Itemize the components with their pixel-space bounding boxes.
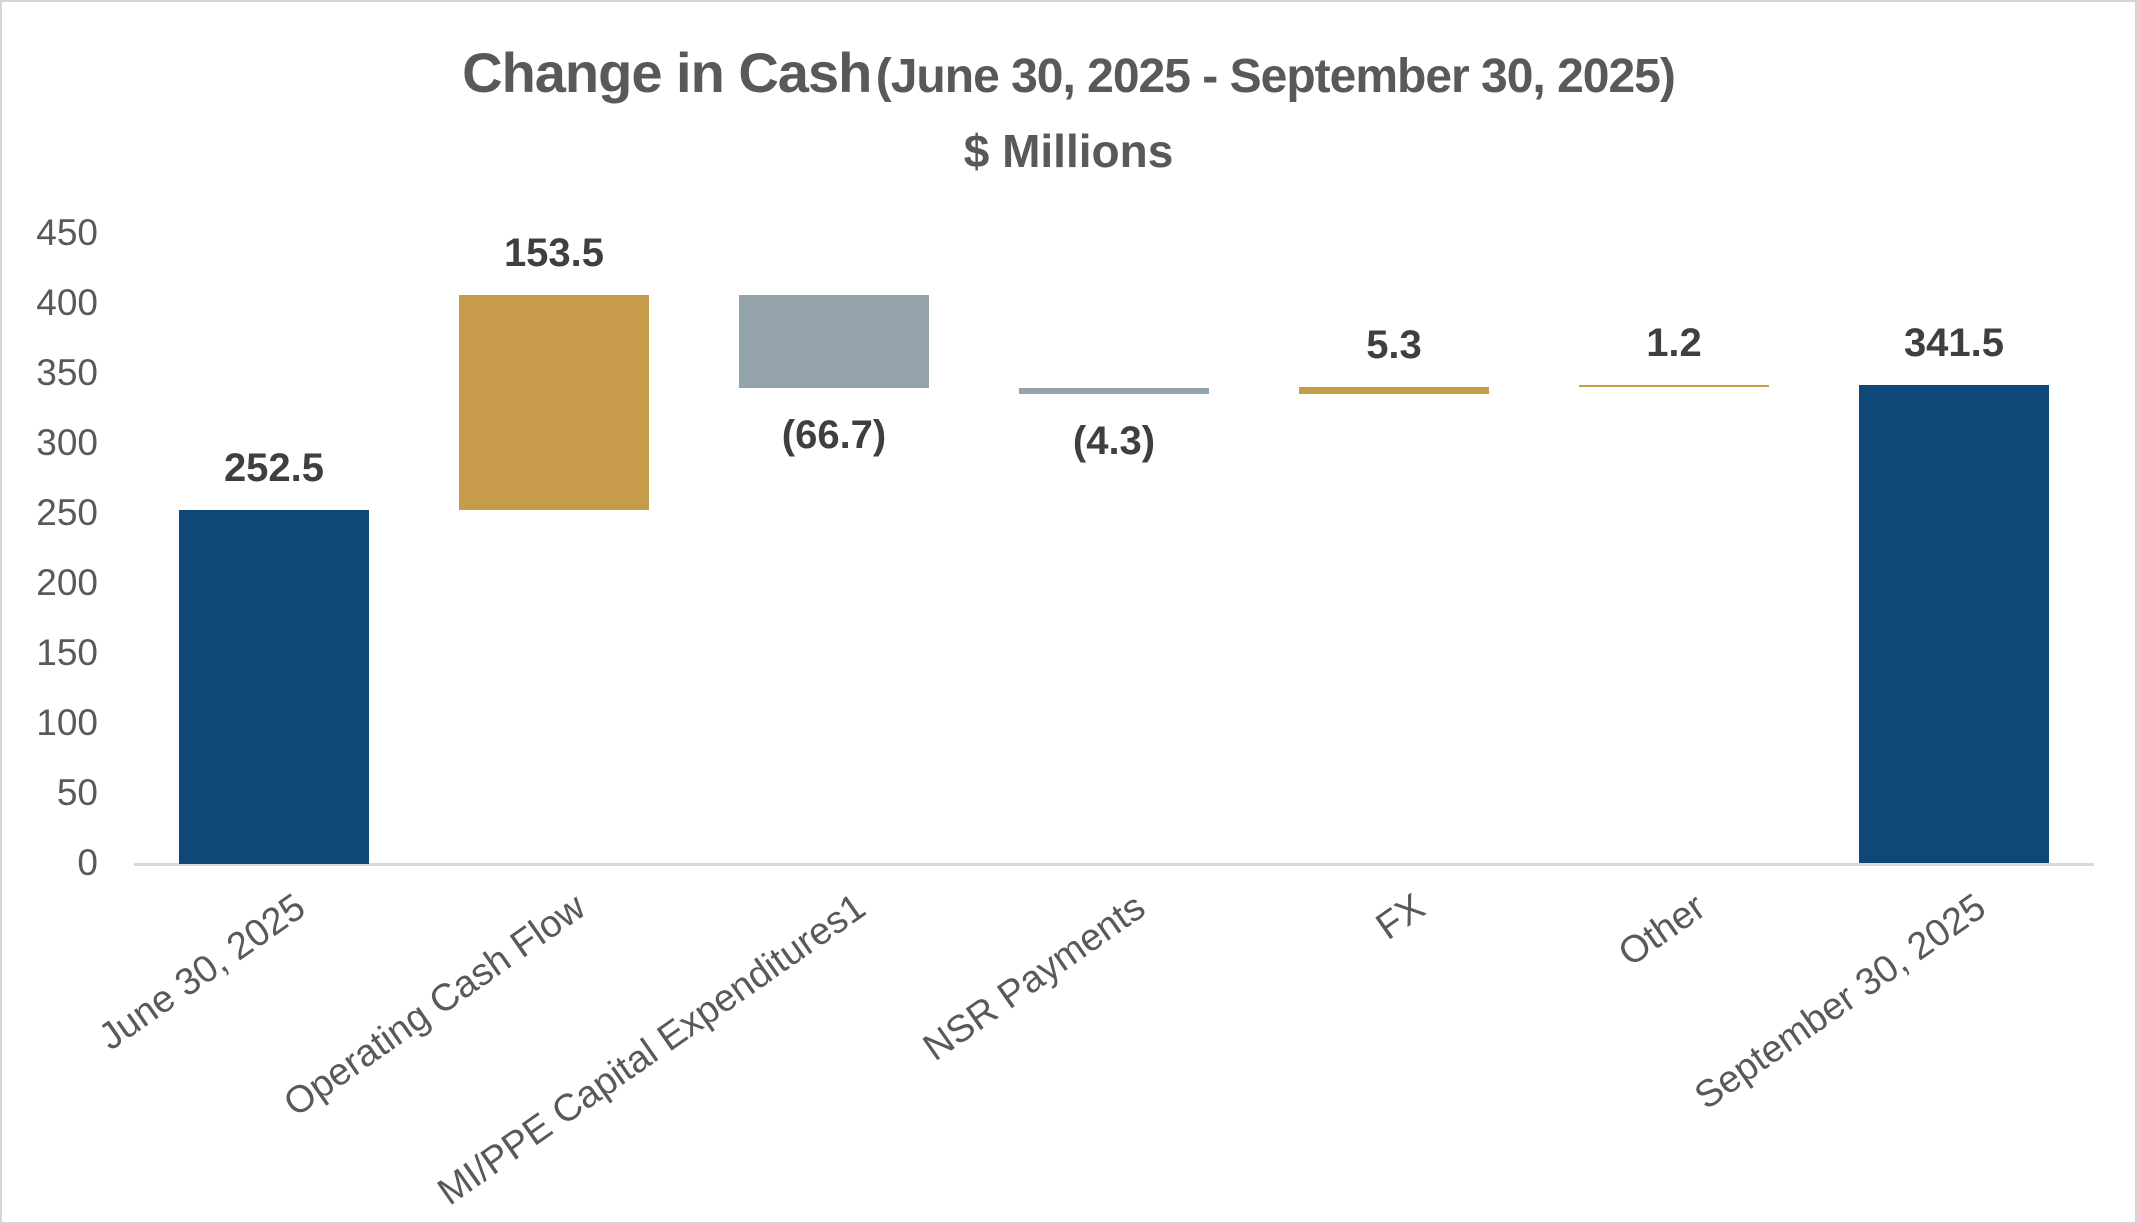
y-axis-tick-label: 100 (36, 702, 98, 743)
y-axis-tick-label: 300 (36, 422, 98, 463)
waterfall-bar-increase (1299, 387, 1489, 394)
y-axis-tick-label: 350 (36, 352, 98, 393)
chart-title-main: Change in Cash (462, 41, 872, 104)
chart-title: Change in Cash (June 30, 2025 - Septembe… (2, 40, 2135, 105)
y-axis-tick-label: 0 (77, 842, 98, 883)
data-label: (66.7) (781, 413, 887, 457)
data-label: 153.5 (503, 231, 605, 275)
y-axis-tick-label: 200 (36, 562, 98, 603)
data-label: 1.2 (1646, 321, 1702, 365)
data-label: 5.3 (1366, 323, 1422, 367)
data-label: 252.5 (223, 446, 325, 490)
category-axis-label: Other (1611, 886, 1714, 975)
chart-subtitle: $ Millions (963, 125, 1174, 177)
data-label: (4.3) (1072, 419, 1156, 463)
chart-title-date-range: (June 30, 2025 - September 30, 2025) (875, 50, 1676, 103)
y-axis-tick-label: 150 (36, 632, 98, 673)
y-axis-tick-label: 50 (56, 772, 98, 813)
waterfall-bar-increase (459, 295, 649, 510)
y-axis-tick-label: 400 (36, 282, 98, 323)
waterfall-bar-total (179, 510, 369, 864)
waterfall-bar-total (1859, 385, 2049, 863)
category-axis-label: September 30, 2025 (1686, 886, 1994, 1118)
waterfall-bar-decrease (739, 295, 929, 388)
y-axis-tick-label: 250 (36, 492, 98, 533)
category-axis-label: Operating Cash Flow (276, 886, 594, 1126)
category-axis-label: NSR Payments (916, 886, 1154, 1070)
y-axis-tick-label: 450 (36, 212, 98, 253)
waterfall-bar-decrease (1019, 388, 1209, 394)
x-axis-line (134, 863, 2094, 866)
category-axis-label: June 30, 2025 (91, 886, 314, 1059)
waterfall-bar-increase (1579, 385, 1769, 387)
data-label: 341.5 (1903, 321, 2005, 365)
category-axis-label: FX (1369, 886, 1434, 949)
